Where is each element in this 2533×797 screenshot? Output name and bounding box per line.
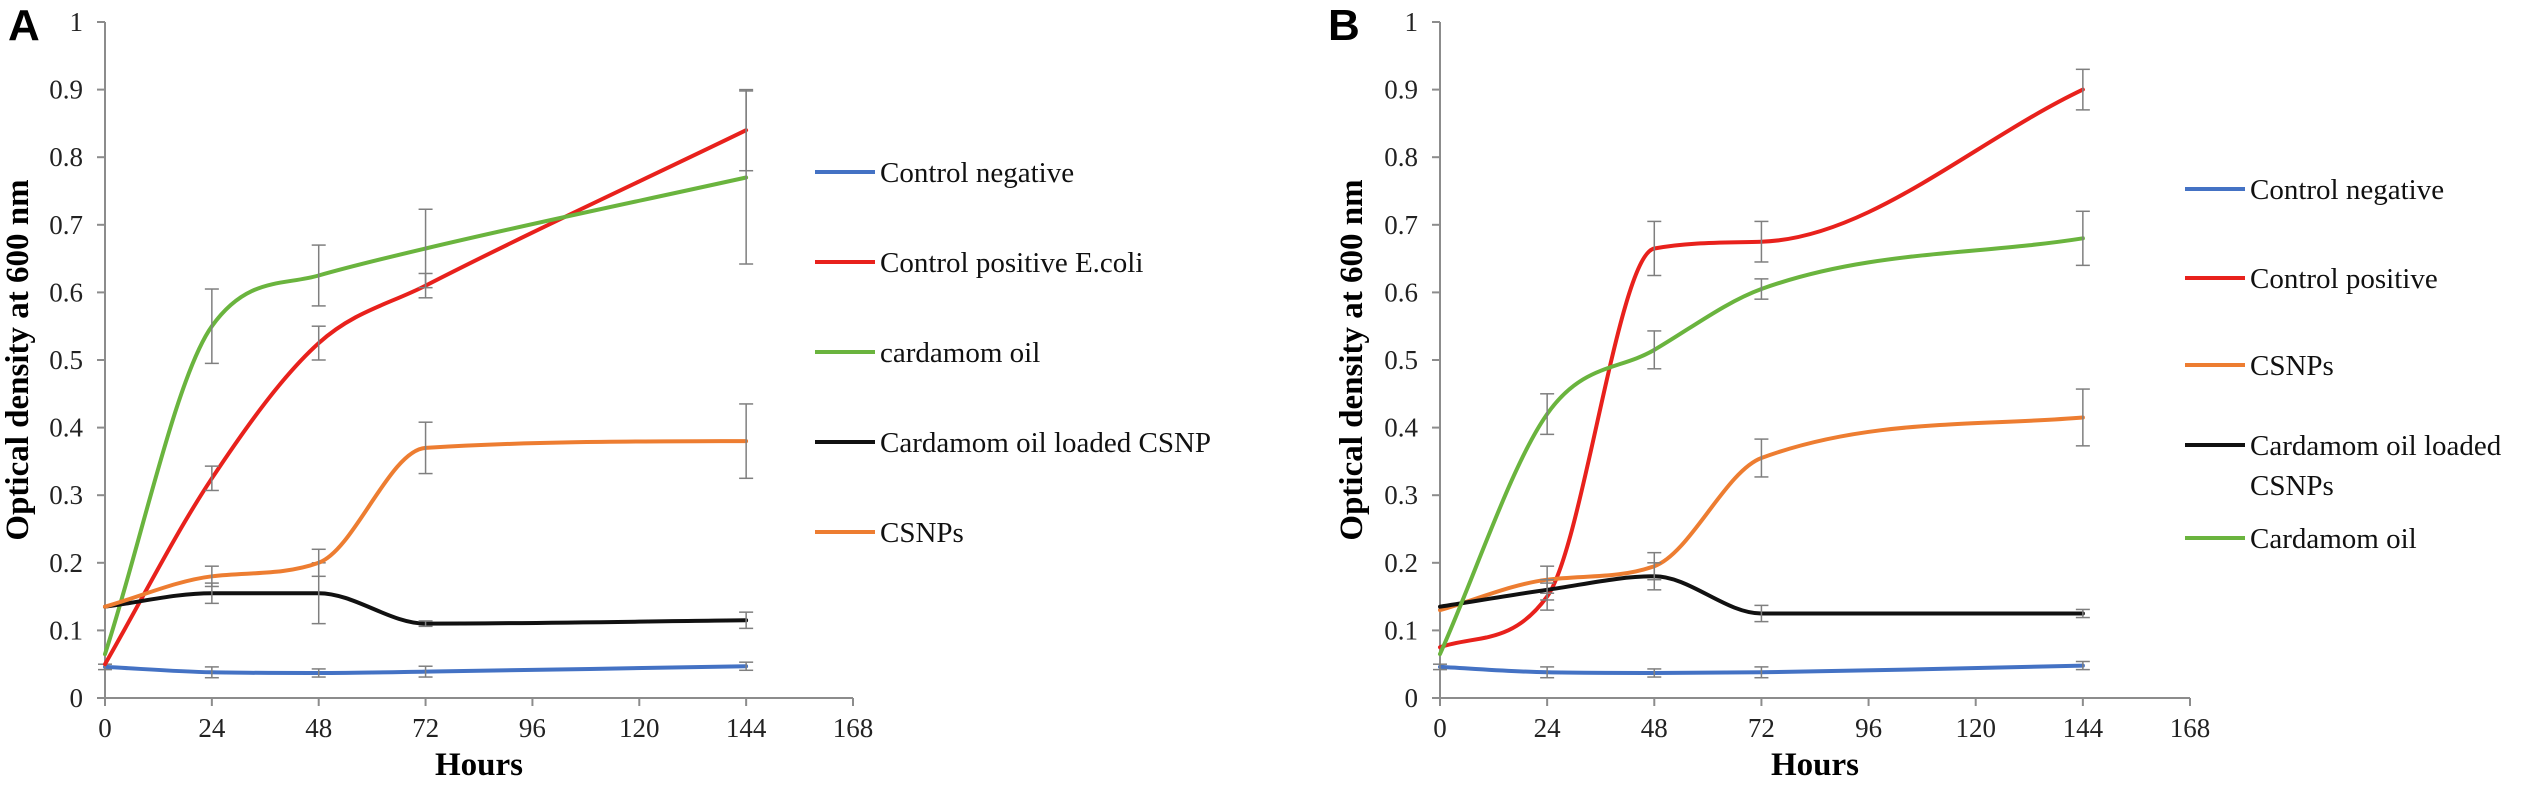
legend-label: Control negative <box>2250 174 2444 206</box>
x-tick-label: 24 <box>1534 713 1562 743</box>
legend-label: CSNPs <box>2250 350 2334 382</box>
series-4 <box>1438 210 2090 657</box>
y-axis-title: Optical density at 600 nm <box>0 179 36 540</box>
x-tick-label: 72 <box>1748 713 1775 743</box>
y-tick-label: 0.3 <box>49 480 83 510</box>
y-tick-label: 0 <box>1405 683 1419 713</box>
y-tick-label: 0.7 <box>1384 210 1418 240</box>
series-line <box>103 439 749 609</box>
y-tick-label: 0.4 <box>49 413 83 443</box>
legend: Control negative Control positive E.coli c… <box>815 157 1211 549</box>
legend-item: Control negative <box>815 157 1074 189</box>
series-3 <box>1438 562 2090 623</box>
x-tick-label: 120 <box>1955 713 1996 743</box>
legend-item: Cardamom oil <box>2185 523 2417 555</box>
x-tick-label: 168 <box>833 713 874 743</box>
series-3 <box>103 562 754 630</box>
series-line <box>1438 415 2085 613</box>
legend-item: Control positive <box>2185 263 2438 295</box>
y-tick-label: 0 <box>70 683 84 713</box>
legend-item: CSNPs <box>2185 350 2334 382</box>
y-tick-label: 1 <box>70 7 84 37</box>
y-tick-label: 0.9 <box>1384 75 1418 105</box>
y-tick-label: 0.7 <box>49 210 83 240</box>
panel-letter: B <box>1328 1 1360 50</box>
series-line <box>103 664 749 675</box>
x-axis-title: Hours <box>435 747 523 783</box>
legend-item: Control negative <box>2185 174 2444 206</box>
chart-panel-b: B 0 0.1 0.2 0.3 0.4 0.5 0.6 0.7 0.8 0.9 1 0 24 48 72 96 1… <box>1328 1 2502 783</box>
y-tick-label: 1 <box>1405 7 1419 37</box>
y-tick-label: 0.2 <box>1384 548 1418 578</box>
legend-label: Control negative <box>880 157 1074 189</box>
series-line <box>1438 574 2085 616</box>
y-tick-label: 0.6 <box>1384 277 1418 307</box>
y-tick-label: 0.4 <box>1384 413 1418 443</box>
x-tick-label: 96 <box>519 713 546 743</box>
legend-label: cardamom oil <box>880 337 1040 369</box>
x-tick-label: 48 <box>1641 713 1668 743</box>
x-tick-label: 120 <box>619 713 660 743</box>
y-tick-label: 0.2 <box>49 548 83 578</box>
x-tick-label: 0 <box>1433 713 1447 743</box>
legend-item: CSNPs <box>815 517 964 549</box>
legend-label: Cardamom oil <box>2250 523 2417 555</box>
series-0 <box>98 661 754 679</box>
y-axis-title: Optical density at 600 nm <box>1334 179 1370 540</box>
series-line <box>103 591 749 626</box>
series-2 <box>1438 388 2090 613</box>
x-tick-label: 96 <box>1855 713 1882 743</box>
legend-label: Cardamom oil loaded <box>2250 430 2502 462</box>
legend-label: Control positive E.coli <box>880 247 1143 279</box>
series-0 <box>1433 660 2090 679</box>
x-tick-label: 168 <box>2170 713 2211 743</box>
x-tick-label: 72 <box>412 713 439 743</box>
y-tick-label: 0.1 <box>49 615 83 645</box>
series-line <box>1438 663 2085 675</box>
y-tick-label: 0.8 <box>49 142 83 172</box>
legend-label: CSNPs <box>880 517 964 549</box>
y-tick-label: 0.5 <box>49 345 83 375</box>
series-4 <box>103 403 754 609</box>
legend-label: Control positive <box>2250 263 2438 295</box>
legend-item: Control positive E.coli <box>815 247 1143 279</box>
y-tick-label: 0.5 <box>1384 345 1418 375</box>
x-tick-label: 24 <box>198 713 226 743</box>
x-tick-label: 144 <box>2063 713 2104 743</box>
y-tick-label: 0.9 <box>49 75 83 105</box>
panel-letter: A <box>8 1 40 50</box>
y-tick-label: 0.6 <box>49 277 83 307</box>
x-axis-title: Hours <box>1771 747 1859 783</box>
legend-item: Cardamom oil loaded CSNPs <box>2185 430 2502 502</box>
legend-label-continued: CSNPs <box>2250 470 2334 502</box>
y-tick-label: 0.1 <box>1384 615 1418 645</box>
series-1 <box>1438 68 2090 650</box>
series-line <box>1438 87 2085 650</box>
chart-panel-a: A 0 0.1 0.2 0.3 0.4 0.5 0.6 0.7 0.8 0.9 1 0 24 48 72 96 1… <box>0 1 1211 783</box>
x-tick-label: 144 <box>726 713 767 743</box>
x-tick-label: 48 <box>305 713 332 743</box>
y-tick-label: 0.3 <box>1384 480 1418 510</box>
x-tick-label: 0 <box>98 713 112 743</box>
y-tick-label: 0.8 <box>1384 142 1418 172</box>
series-2 <box>103 90 754 657</box>
legend-item: Cardamom oil loaded CSNP <box>815 427 1211 459</box>
legend-label: Cardamom oil loaded CSNP <box>880 427 1211 459</box>
legend-item: cardamom oil <box>815 337 1040 369</box>
